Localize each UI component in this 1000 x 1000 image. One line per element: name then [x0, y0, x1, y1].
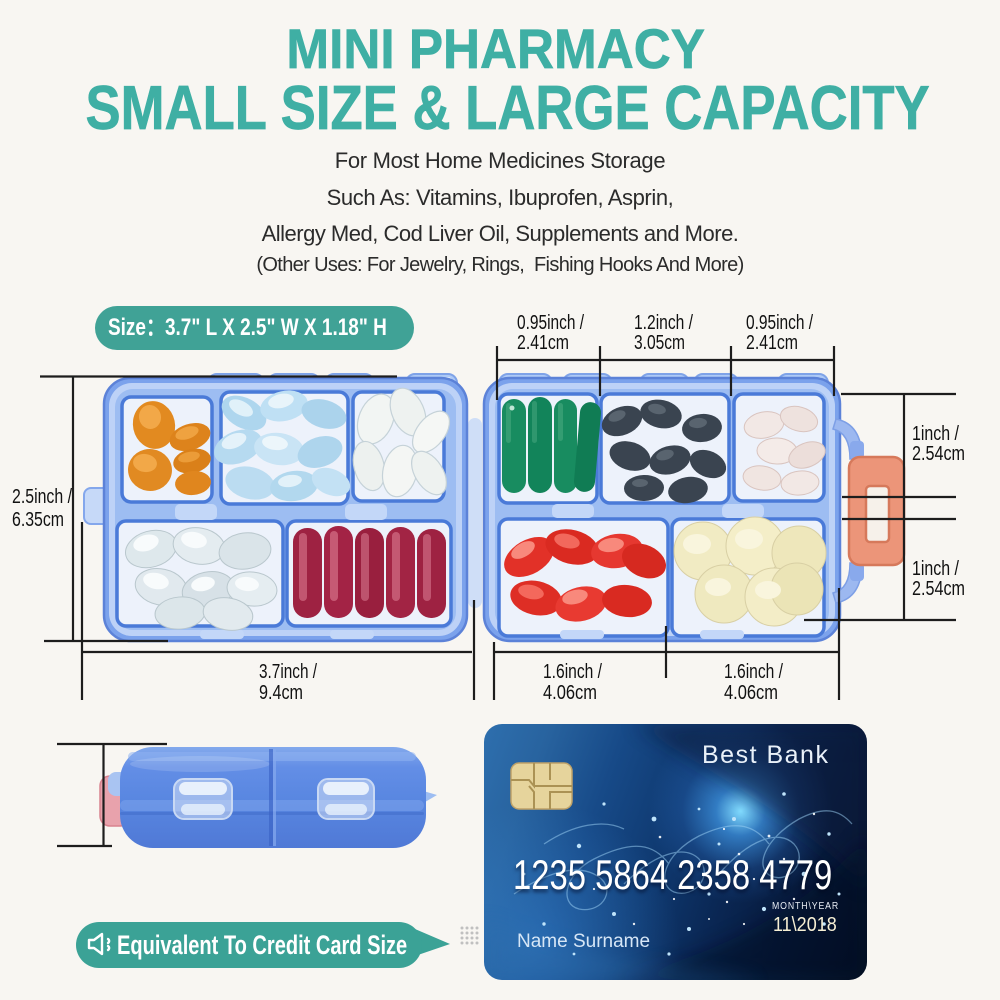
svg-text:2.41cm: 2.41cm	[517, 332, 569, 354]
svg-text:6.35cm: 6.35cm	[12, 509, 64, 531]
svg-text:9.4cm: 9.4cm	[259, 682, 303, 704]
svg-text:4.06cm: 4.06cm	[724, 682, 778, 704]
svg-text:2.54cm: 2.54cm	[912, 578, 965, 600]
svg-text:2.5inch /: 2.5inch /	[12, 486, 72, 508]
svg-text:3.7inch /: 3.7inch /	[259, 661, 317, 683]
svg-text:1inch /: 1inch /	[912, 423, 959, 445]
svg-text:1.2inch /: 1.2inch /	[634, 312, 693, 334]
svg-text:0.95inch /: 0.95inch /	[517, 312, 584, 334]
svg-text:1.6inch /: 1.6inch /	[543, 661, 602, 683]
svg-text:2.41cm: 2.41cm	[746, 332, 798, 354]
svg-text:1inch /: 1inch /	[912, 558, 959, 580]
svg-text:4.06cm: 4.06cm	[543, 682, 597, 704]
svg-text:2.54cm: 2.54cm	[912, 443, 965, 465]
svg-text:3.05cm: 3.05cm	[634, 332, 685, 354]
svg-text:1.6inch /: 1.6inch /	[724, 661, 783, 683]
svg-text:0.95inch /: 0.95inch /	[746, 312, 813, 334]
